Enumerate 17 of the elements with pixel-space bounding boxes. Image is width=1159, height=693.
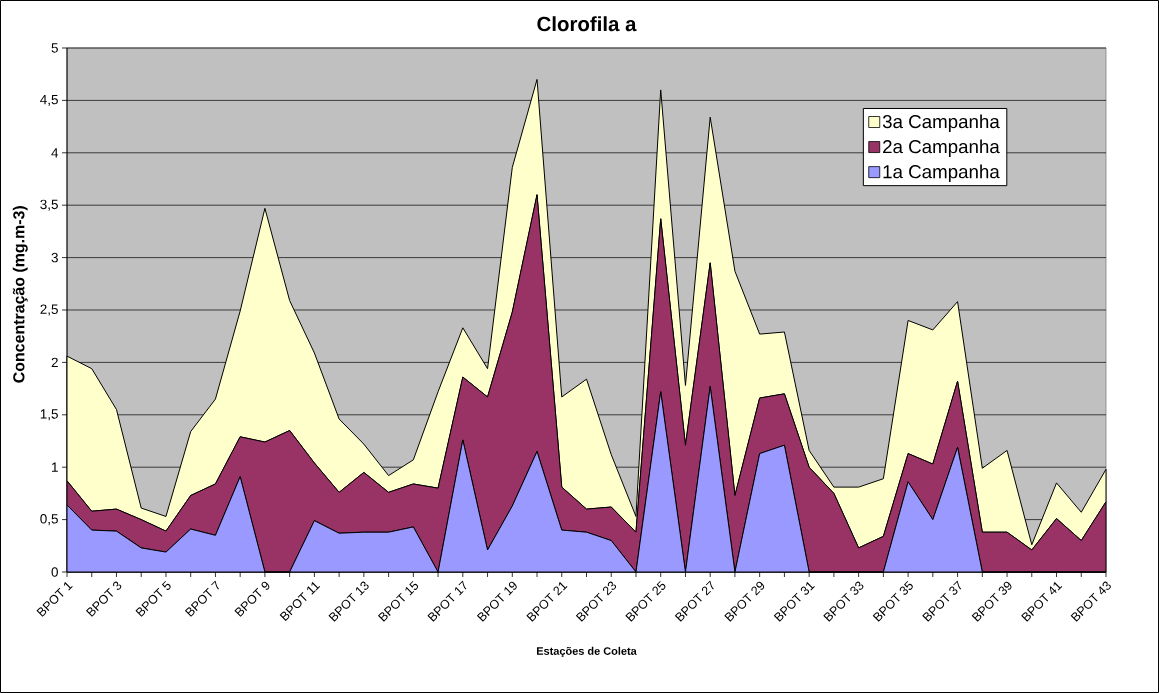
legend-label: 3a Campanha <box>882 114 1000 132</box>
y-tick-label: 2,5 <box>40 304 58 316</box>
y-axis-title: Concentração (mg.m-3) <box>12 206 28 383</box>
y-tick-label: 4 <box>51 148 59 158</box>
y-tick-label: 1,5 <box>40 409 58 421</box>
y-tick-label: 4,5 <box>40 94 58 106</box>
y-tick-label: 5 <box>51 43 58 53</box>
y-tick-label: 0 <box>51 567 58 577</box>
legend-label: 1a Campanha <box>883 164 1000 183</box>
legend-label: 2a Campanha <box>883 139 1000 157</box>
y-tick-label: 3 <box>51 252 58 263</box>
y-tick-label: 0,5 <box>40 514 58 526</box>
chart-title: Clorofila a <box>537 16 637 32</box>
y-tick-label: 3,5 <box>40 199 58 211</box>
x-axis-title: Estações de Coleta <box>536 646 637 658</box>
y-tick-label: 1 <box>52 462 58 472</box>
y-tick-label: 2 <box>51 357 58 368</box>
